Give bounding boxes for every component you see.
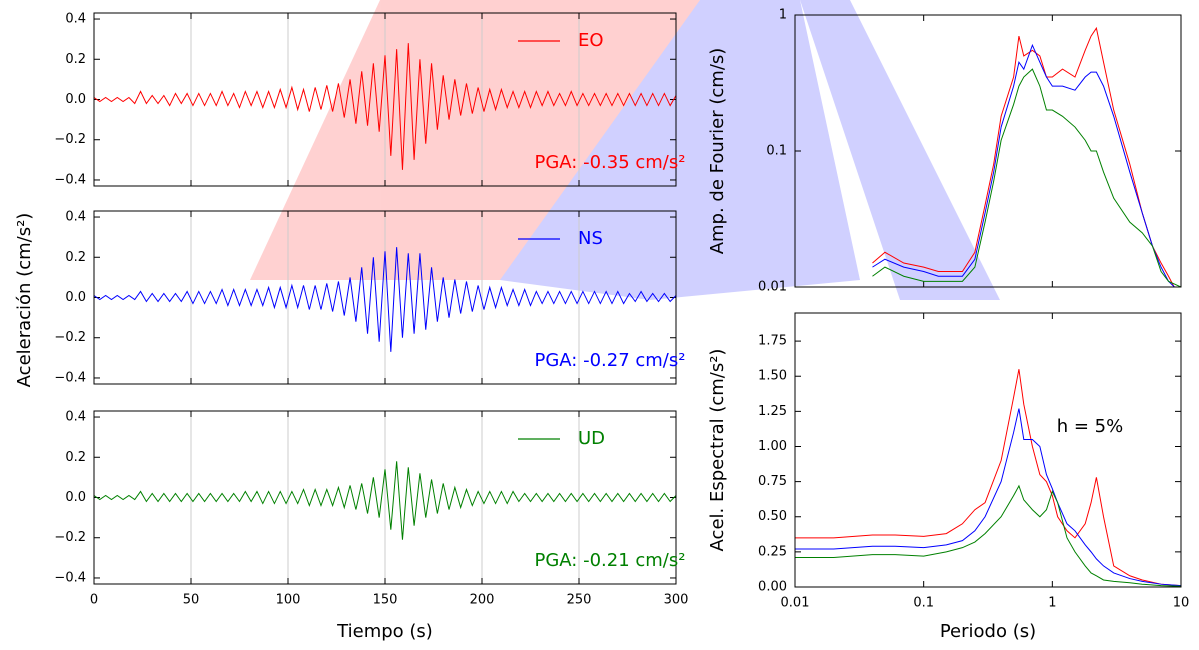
watermark-shape [800, 0, 1000, 300]
y-tick-label: −0.2 [54, 530, 86, 545]
x-axis-label: Periodo (s) [940, 621, 1036, 642]
x-tick-label: 100 [276, 593, 301, 608]
plot-frame [794, 14, 1182, 288]
plot-frame [794, 312, 1182, 588]
x-tick-label: 1 [1048, 596, 1056, 611]
y-tick-label: 0.75 [758, 474, 787, 489]
x-tick-label: 250 [567, 593, 592, 608]
pga-annotation: PGA: -0.27 cm/s² [535, 350, 686, 371]
y-tick-label: 0.2 [65, 250, 86, 265]
series-line [872, 43, 1176, 287]
y-tick-label: 0.01 [758, 280, 787, 295]
x-tick-label: 0.1 [913, 596, 934, 611]
x-tick-label: 10 [1173, 596, 1190, 611]
y-tick-label: 0.4 [65, 12, 86, 27]
y-tick-label: 0.2 [65, 52, 86, 67]
series-line [94, 247, 676, 352]
legend-label: EO [578, 30, 604, 51]
x-tick-label: 50 [183, 593, 200, 608]
damping-annotation: h = 5% [1057, 416, 1124, 437]
series-line [795, 369, 1181, 587]
x-axis-label: Tiempo (s) [336, 621, 433, 642]
y-tick-label: 0.50 [758, 509, 787, 524]
watermark-shape [250, 0, 700, 280]
y-axis-label: Amp. de Fourier (cm/s) [707, 48, 728, 255]
series-line [94, 43, 676, 170]
pga-annotation: PGA: -0.21 cm/s² [535, 550, 686, 571]
series-line [872, 68, 1181, 287]
y-tick-label: 1.50 [758, 369, 787, 384]
y-tick-label: −0.2 [54, 330, 86, 345]
y-axis-label: Acel. Espectral (cm/s²) [707, 349, 728, 552]
watermark-shape [500, 0, 860, 300]
y-tick-label: 0.25 [758, 544, 787, 559]
y-tick-label: 0.4 [65, 410, 86, 425]
x-tick-label: 0 [90, 593, 98, 608]
y-tick-label: −0.2 [54, 132, 86, 147]
series-line [94, 461, 676, 540]
x-tick-label: 150 [373, 593, 398, 608]
series-line [795, 408, 1181, 587]
plot-frame [93, 12, 677, 187]
y-tick-label: 0.0 [65, 92, 86, 107]
y-tick-label: 0.0 [65, 490, 86, 505]
y-tick-label: −0.4 [54, 370, 86, 385]
x-tick-label: 300 [664, 593, 689, 608]
y-tick-label: 1.25 [758, 404, 787, 419]
pga-annotation: PGA: -0.35 cm/s² [535, 152, 686, 173]
y-tick-label: 1 [779, 8, 787, 23]
y-tick-label: −0.4 [54, 570, 86, 585]
y-tick-label: 0.4 [65, 210, 86, 225]
y-tick-label: −0.4 [54, 172, 86, 187]
series-line [872, 26, 1175, 287]
y-tick-label: 0.00 [758, 580, 787, 595]
plot-frame [93, 410, 677, 585]
x-tick-label: 200 [470, 593, 495, 608]
series-line [795, 484, 1181, 587]
y-tick-label: 0.1 [766, 144, 787, 159]
y-axis-label: Aceleración (cm/s²) [14, 213, 35, 388]
y-tick-label: 0.0 [65, 290, 86, 305]
plot-frame [93, 210, 677, 385]
y-tick-label: 1.00 [758, 439, 787, 454]
legend-label: NS [578, 228, 603, 249]
legend-label: UD [578, 428, 605, 449]
x-tick-label: 0.01 [781, 596, 810, 611]
watermark [250, 0, 1000, 300]
y-tick-label: 0.2 [65, 450, 86, 465]
y-tick-label: 1.75 [758, 334, 787, 349]
